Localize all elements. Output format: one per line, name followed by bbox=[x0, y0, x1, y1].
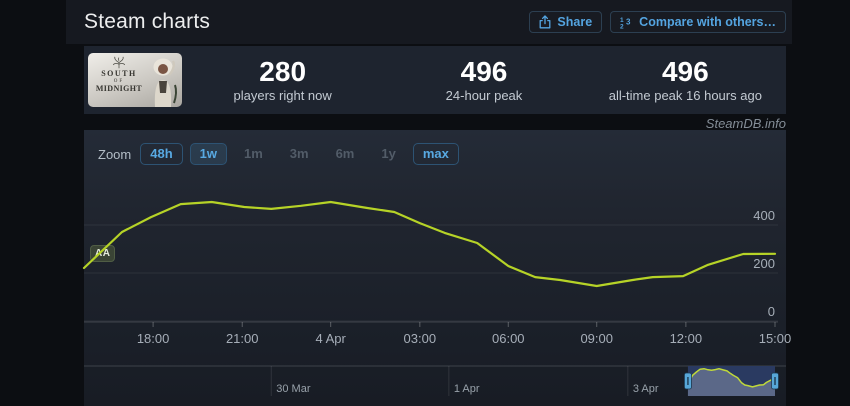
stat-24h-peak: 496 24-hour peak bbox=[383, 56, 584, 104]
game-logo: SOUTH OF MIDNIGHT bbox=[92, 56, 146, 93]
24h-peak-value: 496 bbox=[460, 56, 508, 87]
tree-icon bbox=[112, 56, 126, 69]
navigator-date-label: 30 Mar bbox=[276, 383, 311, 395]
alltime-peak-label: all-time peak 16 hours ago bbox=[608, 88, 762, 103]
navigator-date-label: 1 Apr bbox=[454, 383, 480, 395]
page-header: Steam charts Share 1 2 3 Compare with ot… bbox=[66, 0, 792, 44]
share-icon bbox=[539, 15, 551, 29]
player-chart-panel: Zoom 48h 1w 1m 3m 6m 1y max AA 0 200 400 18:00 21:… bbox=[82, 130, 791, 406]
x-axis-label: 4 Apr bbox=[316, 331, 347, 346]
current-players-value: 280 bbox=[259, 56, 307, 87]
stats-bar: SOUTH OF MIDNIGHT 280 players right now … bbox=[84, 46, 786, 114]
svg-text:2: 2 bbox=[620, 23, 624, 29]
x-axis-label: 06:00 bbox=[492, 331, 525, 346]
x-axis-label: 15:00 bbox=[759, 331, 792, 346]
y-axis-label: 400 bbox=[753, 208, 775, 223]
x-axis-label: 03:00 bbox=[404, 331, 437, 346]
navigator-selection[interactable] bbox=[687, 366, 775, 396]
steamdb-watermark[interactable]: SteamDB.info bbox=[705, 116, 786, 131]
stat-current-players: 280 players right now bbox=[182, 56, 383, 104]
y-axis-label: 200 bbox=[753, 256, 775, 271]
page-title: Steam charts bbox=[84, 10, 211, 33]
zoom-button-max[interactable]: max bbox=[412, 143, 459, 165]
zoom-button-1y: 1y bbox=[381, 146, 396, 161]
compare-button-label: Compare with others… bbox=[639, 15, 776, 29]
current-players-label: players right now bbox=[233, 88, 332, 103]
x-axis-label: 21:00 bbox=[226, 331, 259, 346]
stat-alltime-peak: 496 all-time peak 16 hours ago bbox=[585, 56, 786, 104]
navigator-handle-right[interactable] bbox=[771, 372, 779, 390]
zoom-button-3m: 3m bbox=[289, 146, 309, 161]
24h-peak-label: 24-hour peak bbox=[445, 88, 523, 103]
zoom-button-6m: 6m bbox=[335, 146, 355, 161]
navigator-handle-left[interactable] bbox=[684, 372, 692, 390]
sort-numeric-icon: 1 2 3 bbox=[620, 16, 633, 29]
y-axis-label: 0 bbox=[768, 304, 775, 319]
svg-text:1: 1 bbox=[620, 17, 624, 24]
event-flag-AA[interactable]: AA bbox=[90, 245, 116, 262]
players-chart: 0 200 400 18:00 21:00 4 Apr 03:00 06:00 09:00 12:… bbox=[82, 200, 791, 396]
zoom-button-48h[interactable]: 48h bbox=[140, 143, 183, 165]
zoom-controls: Zoom 48h 1w 1m 3m 6m 1y max bbox=[98, 143, 459, 165]
players-line bbox=[82, 200, 777, 288]
compare-with-others-button[interactable]: 1 2 3 Compare with others… bbox=[610, 11, 786, 33]
svg-text:3: 3 bbox=[626, 17, 631, 26]
x-axis-label: 18:00 bbox=[137, 331, 170, 346]
game-capsule[interactable]: SOUTH OF MIDNIGHT bbox=[88, 53, 182, 107]
character-art bbox=[153, 58, 178, 107]
zoom-button-1m: 1m bbox=[243, 146, 263, 161]
share-button-label: Share bbox=[557, 15, 593, 29]
share-button[interactable]: Share bbox=[529, 11, 603, 33]
zoom-label: Zoom bbox=[98, 146, 132, 162]
x-axis-label: 12:00 bbox=[670, 331, 703, 346]
zoom-button-1w[interactable]: 1w bbox=[189, 143, 227, 165]
navigator-date-label: 3 Apr bbox=[633, 383, 659, 395]
navigator-area bbox=[687, 368, 775, 396]
x-axis-label: 09:00 bbox=[580, 331, 613, 346]
navigator-mini-line bbox=[687, 367, 775, 388]
alltime-peak-value: 496 bbox=[661, 56, 709, 87]
